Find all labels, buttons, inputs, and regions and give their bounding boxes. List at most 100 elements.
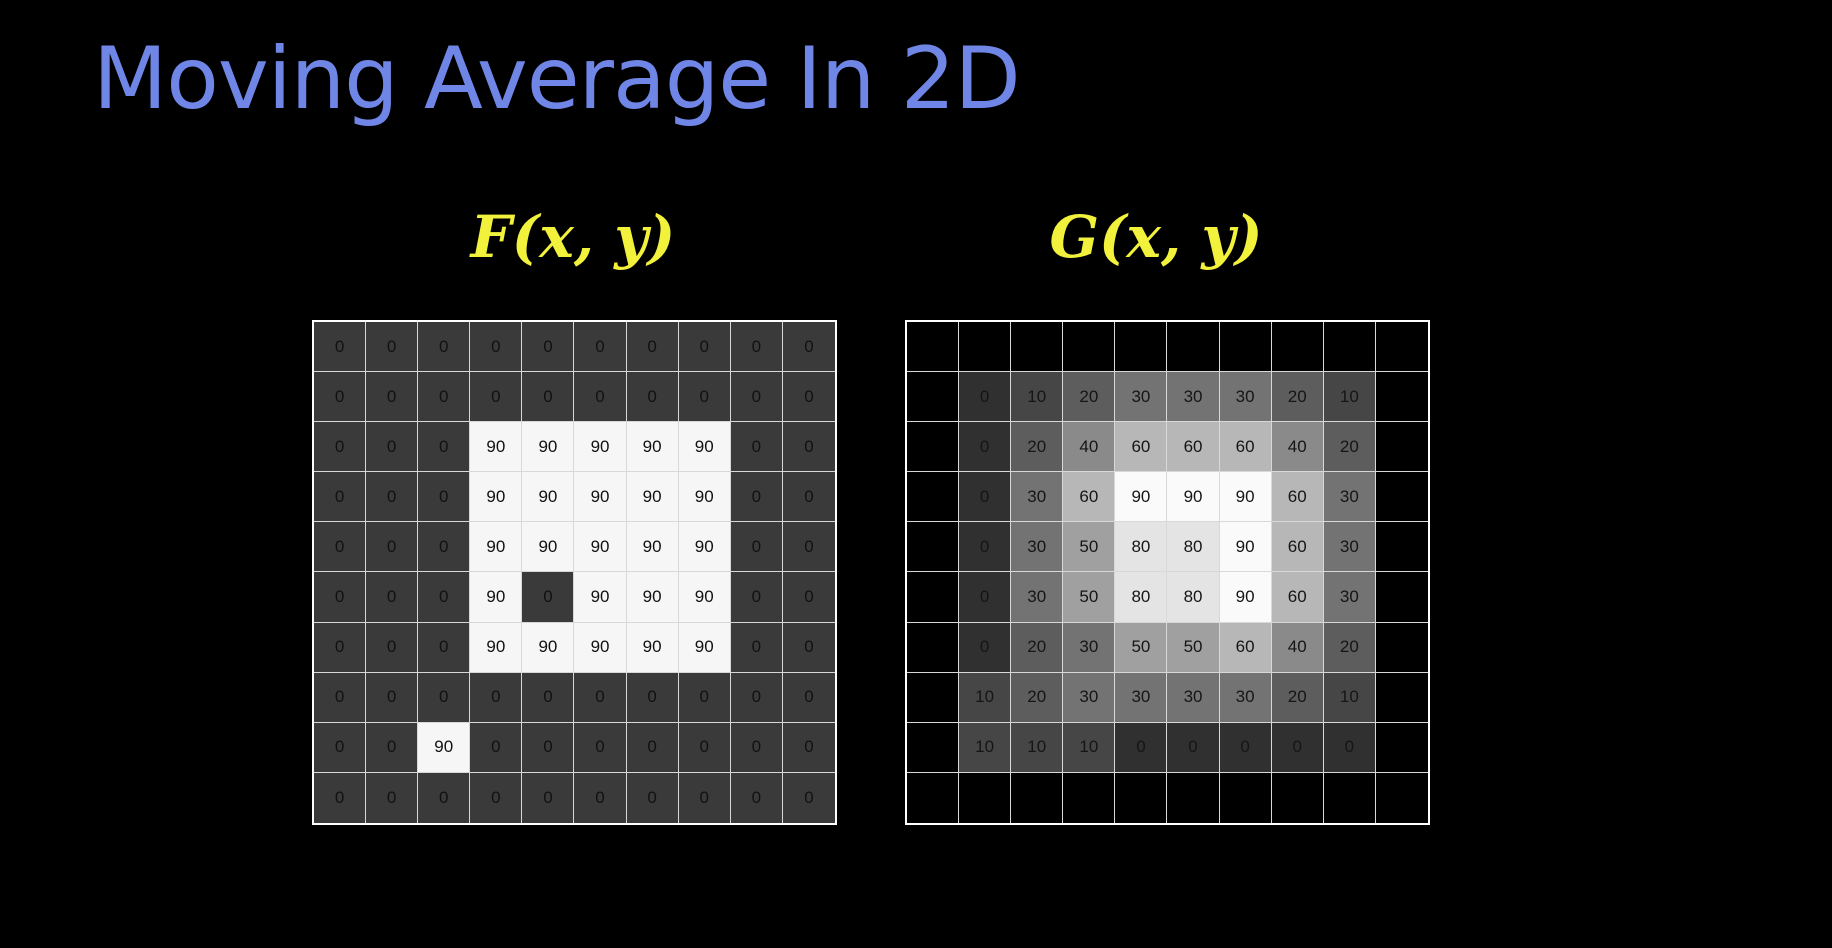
- output-grid-label: G(x, y): [1049, 203, 1263, 271]
- output-pixel-cell: 30: [1063, 622, 1116, 673]
- output-pixel-cell: 30: [1323, 472, 1376, 523]
- input-pixel-cell: 90: [574, 472, 627, 523]
- output-pixel-cell: [1115, 322, 1168, 373]
- output-pixel-cell: 20: [1323, 422, 1376, 473]
- input-pixel-cell: 0: [366, 722, 419, 773]
- input-pixel-cell: 90: [418, 722, 471, 773]
- input-pixel-cell: 0: [782, 722, 835, 773]
- output-pixel-cell: 50: [1115, 622, 1168, 673]
- output-pixel-cell: 0: [959, 572, 1012, 623]
- input-pixel-cell: 90: [522, 522, 575, 573]
- output-pixel-cell: 30: [1011, 522, 1064, 573]
- output-pixel-cell: 60: [1219, 622, 1272, 673]
- input-pixel-cell: 0: [730, 472, 783, 523]
- output-pixel-cell: 30: [1167, 372, 1220, 423]
- input-pixel-cell: 90: [678, 522, 731, 573]
- input-pixel-cell: 0: [366, 372, 419, 423]
- output-pixel-cell: [1115, 772, 1168, 823]
- input-pixel-cell: 0: [730, 672, 783, 723]
- output-pixel-cell: 0: [1167, 722, 1220, 773]
- input-pixel-cell: 0: [782, 522, 835, 573]
- output-pixel-cell: [1063, 322, 1116, 373]
- input-pixel-cell: 0: [678, 672, 731, 723]
- output-pixel-cell: 40: [1271, 422, 1324, 473]
- output-pixel-cell: 50: [1063, 522, 1116, 573]
- output-pixel-cell: [907, 322, 960, 373]
- output-pixel-cell: [1375, 322, 1428, 373]
- output-pixel-cell: 30: [1167, 672, 1220, 723]
- input-pixel-cell: 0: [314, 572, 367, 623]
- input-pixel-cell: 0: [418, 622, 471, 673]
- output-pixel-cell: [1375, 422, 1428, 473]
- output-pixel-cell: 30: [1011, 472, 1064, 523]
- output-pixel-cell: 80: [1167, 572, 1220, 623]
- output-pixel-cell: 40: [1271, 622, 1324, 673]
- input-pixel-cell: 0: [782, 622, 835, 673]
- output-pixel-cell: [907, 772, 960, 823]
- input-pixel-cell: 0: [730, 422, 783, 473]
- input-pixel-cell: 90: [574, 522, 627, 573]
- slide-title: Moving Average In 2D: [93, 29, 1021, 129]
- input-pixel-cell: 0: [730, 572, 783, 623]
- output-image-grid: 0 10 20 30 30 30 20 10 0 20 40 60 60 60 40 20 0 30 60 90 90 9…: [905, 320, 1430, 825]
- output-pixel-cell: 10: [959, 672, 1012, 723]
- output-pixel-cell: 60: [1167, 422, 1220, 473]
- input-image-grid: 0 0 0 0 0 0 0 0 0 0 0 0 0 0 0 0 0 0 0 0 0 0 0 90 90 90 90 90 0 0 0 0 0 90…: [312, 320, 837, 825]
- input-pixel-cell: 0: [314, 322, 367, 373]
- output-pixel-cell: [907, 472, 960, 523]
- input-pixel-cell: 0: [366, 672, 419, 723]
- output-pixel-cell: 20: [1011, 672, 1064, 723]
- input-pixel-cell: 90: [470, 622, 523, 673]
- input-pixel-cell: 0: [418, 322, 471, 373]
- input-pixel-cell: 0: [366, 472, 419, 523]
- output-pixel-cell: [1323, 772, 1376, 823]
- input-pixel-cell: 0: [574, 772, 627, 823]
- output-pixel-cell: [907, 572, 960, 623]
- input-pixel-cell: 0: [418, 472, 471, 523]
- input-pixel-cell: 0: [418, 572, 471, 623]
- output-pixel-cell: 20: [1011, 422, 1064, 473]
- input-pixel-cell: 90: [470, 572, 523, 623]
- input-grid-label: F(x, y): [470, 203, 676, 271]
- output-pixel-cell: 30: [1115, 372, 1168, 423]
- output-pixel-cell: 80: [1115, 522, 1168, 573]
- output-pixel-cell: [1167, 322, 1220, 373]
- output-pixel-cell: [1219, 772, 1272, 823]
- input-pixel-cell: 0: [314, 722, 367, 773]
- input-pixel-cell: 0: [522, 722, 575, 773]
- input-pixel-cell: 90: [678, 472, 731, 523]
- input-pixel-cell: 0: [314, 672, 367, 723]
- input-pixel-cell: 90: [470, 472, 523, 523]
- output-pixel-cell: 60: [1271, 522, 1324, 573]
- output-pixel-cell: 10: [1011, 372, 1064, 423]
- input-pixel-cell: 0: [366, 422, 419, 473]
- input-pixel-cell: 90: [470, 422, 523, 473]
- input-pixel-cell: 0: [418, 372, 471, 423]
- output-pixel-cell: [1271, 322, 1324, 373]
- output-pixel-cell: 20: [1011, 622, 1064, 673]
- input-pixel-cell: 90: [626, 622, 679, 673]
- input-pixel-cell: 0: [730, 722, 783, 773]
- input-pixel-cell: 0: [470, 722, 523, 773]
- input-pixel-cell: 0: [314, 772, 367, 823]
- input-pixel-cell: 0: [730, 622, 783, 673]
- output-pixel-cell: 30: [1219, 672, 1272, 723]
- output-pixel-cell: [1375, 472, 1428, 523]
- output-pixel-cell: 0: [959, 622, 1012, 673]
- output-pixel-cell: 30: [1011, 572, 1064, 623]
- output-pixel-cell: 0: [959, 422, 1012, 473]
- output-pixel-cell: 0: [959, 472, 1012, 523]
- output-pixel-cell: [959, 772, 1012, 823]
- input-pixel-cell: 90: [522, 472, 575, 523]
- output-pixel-cell: [1323, 322, 1376, 373]
- input-pixel-cell: 0: [782, 372, 835, 423]
- output-pixel-cell: 50: [1167, 622, 1220, 673]
- output-pixel-cell: 60: [1063, 472, 1116, 523]
- output-pixel-cell: [1219, 322, 1272, 373]
- input-pixel-cell: 0: [782, 672, 835, 723]
- input-pixel-cell: 0: [314, 372, 367, 423]
- input-pixel-cell: 0: [782, 422, 835, 473]
- input-pixel-cell: 0: [314, 472, 367, 523]
- input-pixel-cell: 0: [522, 372, 575, 423]
- output-pixel-cell: [1375, 772, 1428, 823]
